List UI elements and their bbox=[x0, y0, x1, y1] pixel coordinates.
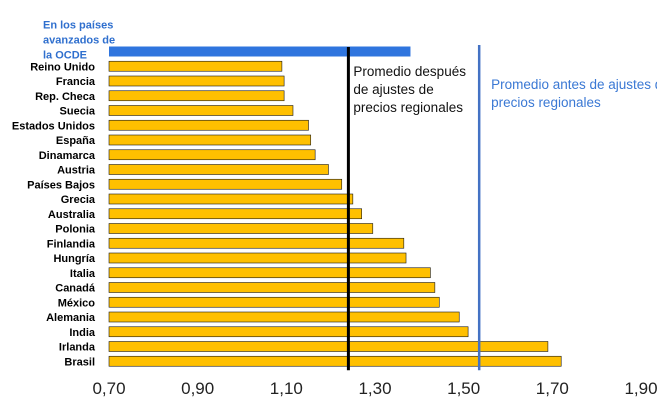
after-adjustment-label: Promedio después bbox=[353, 64, 466, 79]
bar bbox=[108, 267, 431, 279]
bar bbox=[108, 208, 362, 220]
bar bbox=[108, 105, 294, 116]
category-label: Finlandia bbox=[47, 238, 96, 250]
highlight-category-label: En los países bbox=[43, 20, 113, 32]
x-tick-label: 1,70 bbox=[536, 379, 569, 398]
category-label: Canadá bbox=[55, 283, 96, 295]
category-label: Dinamarca bbox=[39, 150, 96, 162]
bar bbox=[108, 296, 440, 308]
bar bbox=[108, 164, 329, 175]
bars-layer bbox=[108, 46, 562, 367]
category-label: Países Bajos bbox=[27, 179, 95, 191]
x-tick-label: 0,90 bbox=[181, 379, 214, 398]
category-label: Hungría bbox=[53, 253, 95, 265]
bar bbox=[108, 90, 285, 102]
x-tick-label: 0,70 bbox=[92, 379, 125, 398]
category-label: Alemania bbox=[46, 312, 96, 324]
bar bbox=[108, 75, 285, 87]
highlight-category-label: la OCDE bbox=[43, 50, 87, 62]
before-adjustment-label: precios regionales bbox=[491, 95, 601, 110]
category-label: Estados Unidos bbox=[12, 120, 95, 132]
highlight-category-label: avanzados de bbox=[43, 35, 115, 47]
bar bbox=[108, 178, 343, 190]
bar bbox=[108, 326, 469, 338]
reference-lines: Promedio después de ajustes de precios reg… bbox=[346, 45, 657, 371]
after-adjustment-label: de ajustes de bbox=[353, 82, 433, 97]
bar bbox=[108, 134, 312, 146]
category-label: Suecia bbox=[60, 106, 96, 118]
category-label: España bbox=[56, 135, 96, 147]
category-label: Brasil bbox=[64, 356, 95, 368]
category-label: Australia bbox=[48, 209, 96, 221]
x-tick-label: 1,90 bbox=[624, 379, 657, 398]
highlight-bar bbox=[109, 46, 411, 57]
category-label: India bbox=[69, 327, 96, 339]
bar bbox=[108, 355, 562, 367]
category-label: Reino Unido bbox=[30, 61, 95, 73]
bar bbox=[108, 341, 549, 352]
x-tick-label: 1,10 bbox=[270, 379, 303, 398]
category-label: Polonia bbox=[55, 224, 96, 236]
x-axis-ticks: 0,70 0,90 1,10 1,30 1,50 1,70 1,90 bbox=[92, 379, 657, 398]
category-label: Rep. Checa bbox=[35, 91, 96, 103]
bar bbox=[108, 237, 405, 249]
before-adjustment-label: Promedio antes de ajustes de bbox=[491, 77, 657, 92]
after-adjustment-label: precios regionales bbox=[353, 100, 463, 115]
category-label: Francia bbox=[56, 76, 96, 88]
bar bbox=[108, 282, 436, 293]
bar bbox=[108, 119, 309, 131]
category-label: México bbox=[58, 297, 96, 309]
bar bbox=[108, 60, 283, 72]
category-label: Italia bbox=[70, 268, 96, 280]
x-tick-label: 1,50 bbox=[447, 379, 480, 398]
bar bbox=[108, 149, 316, 161]
category-label: Austria bbox=[57, 165, 96, 177]
bar bbox=[108, 223, 374, 234]
bar bbox=[108, 193, 354, 205]
category-label: Irlanda bbox=[59, 342, 96, 354]
category-label: Grecia bbox=[61, 194, 96, 206]
bar bbox=[108, 252, 407, 264]
bar bbox=[108, 311, 460, 323]
x-tick-label: 1,30 bbox=[358, 379, 391, 398]
